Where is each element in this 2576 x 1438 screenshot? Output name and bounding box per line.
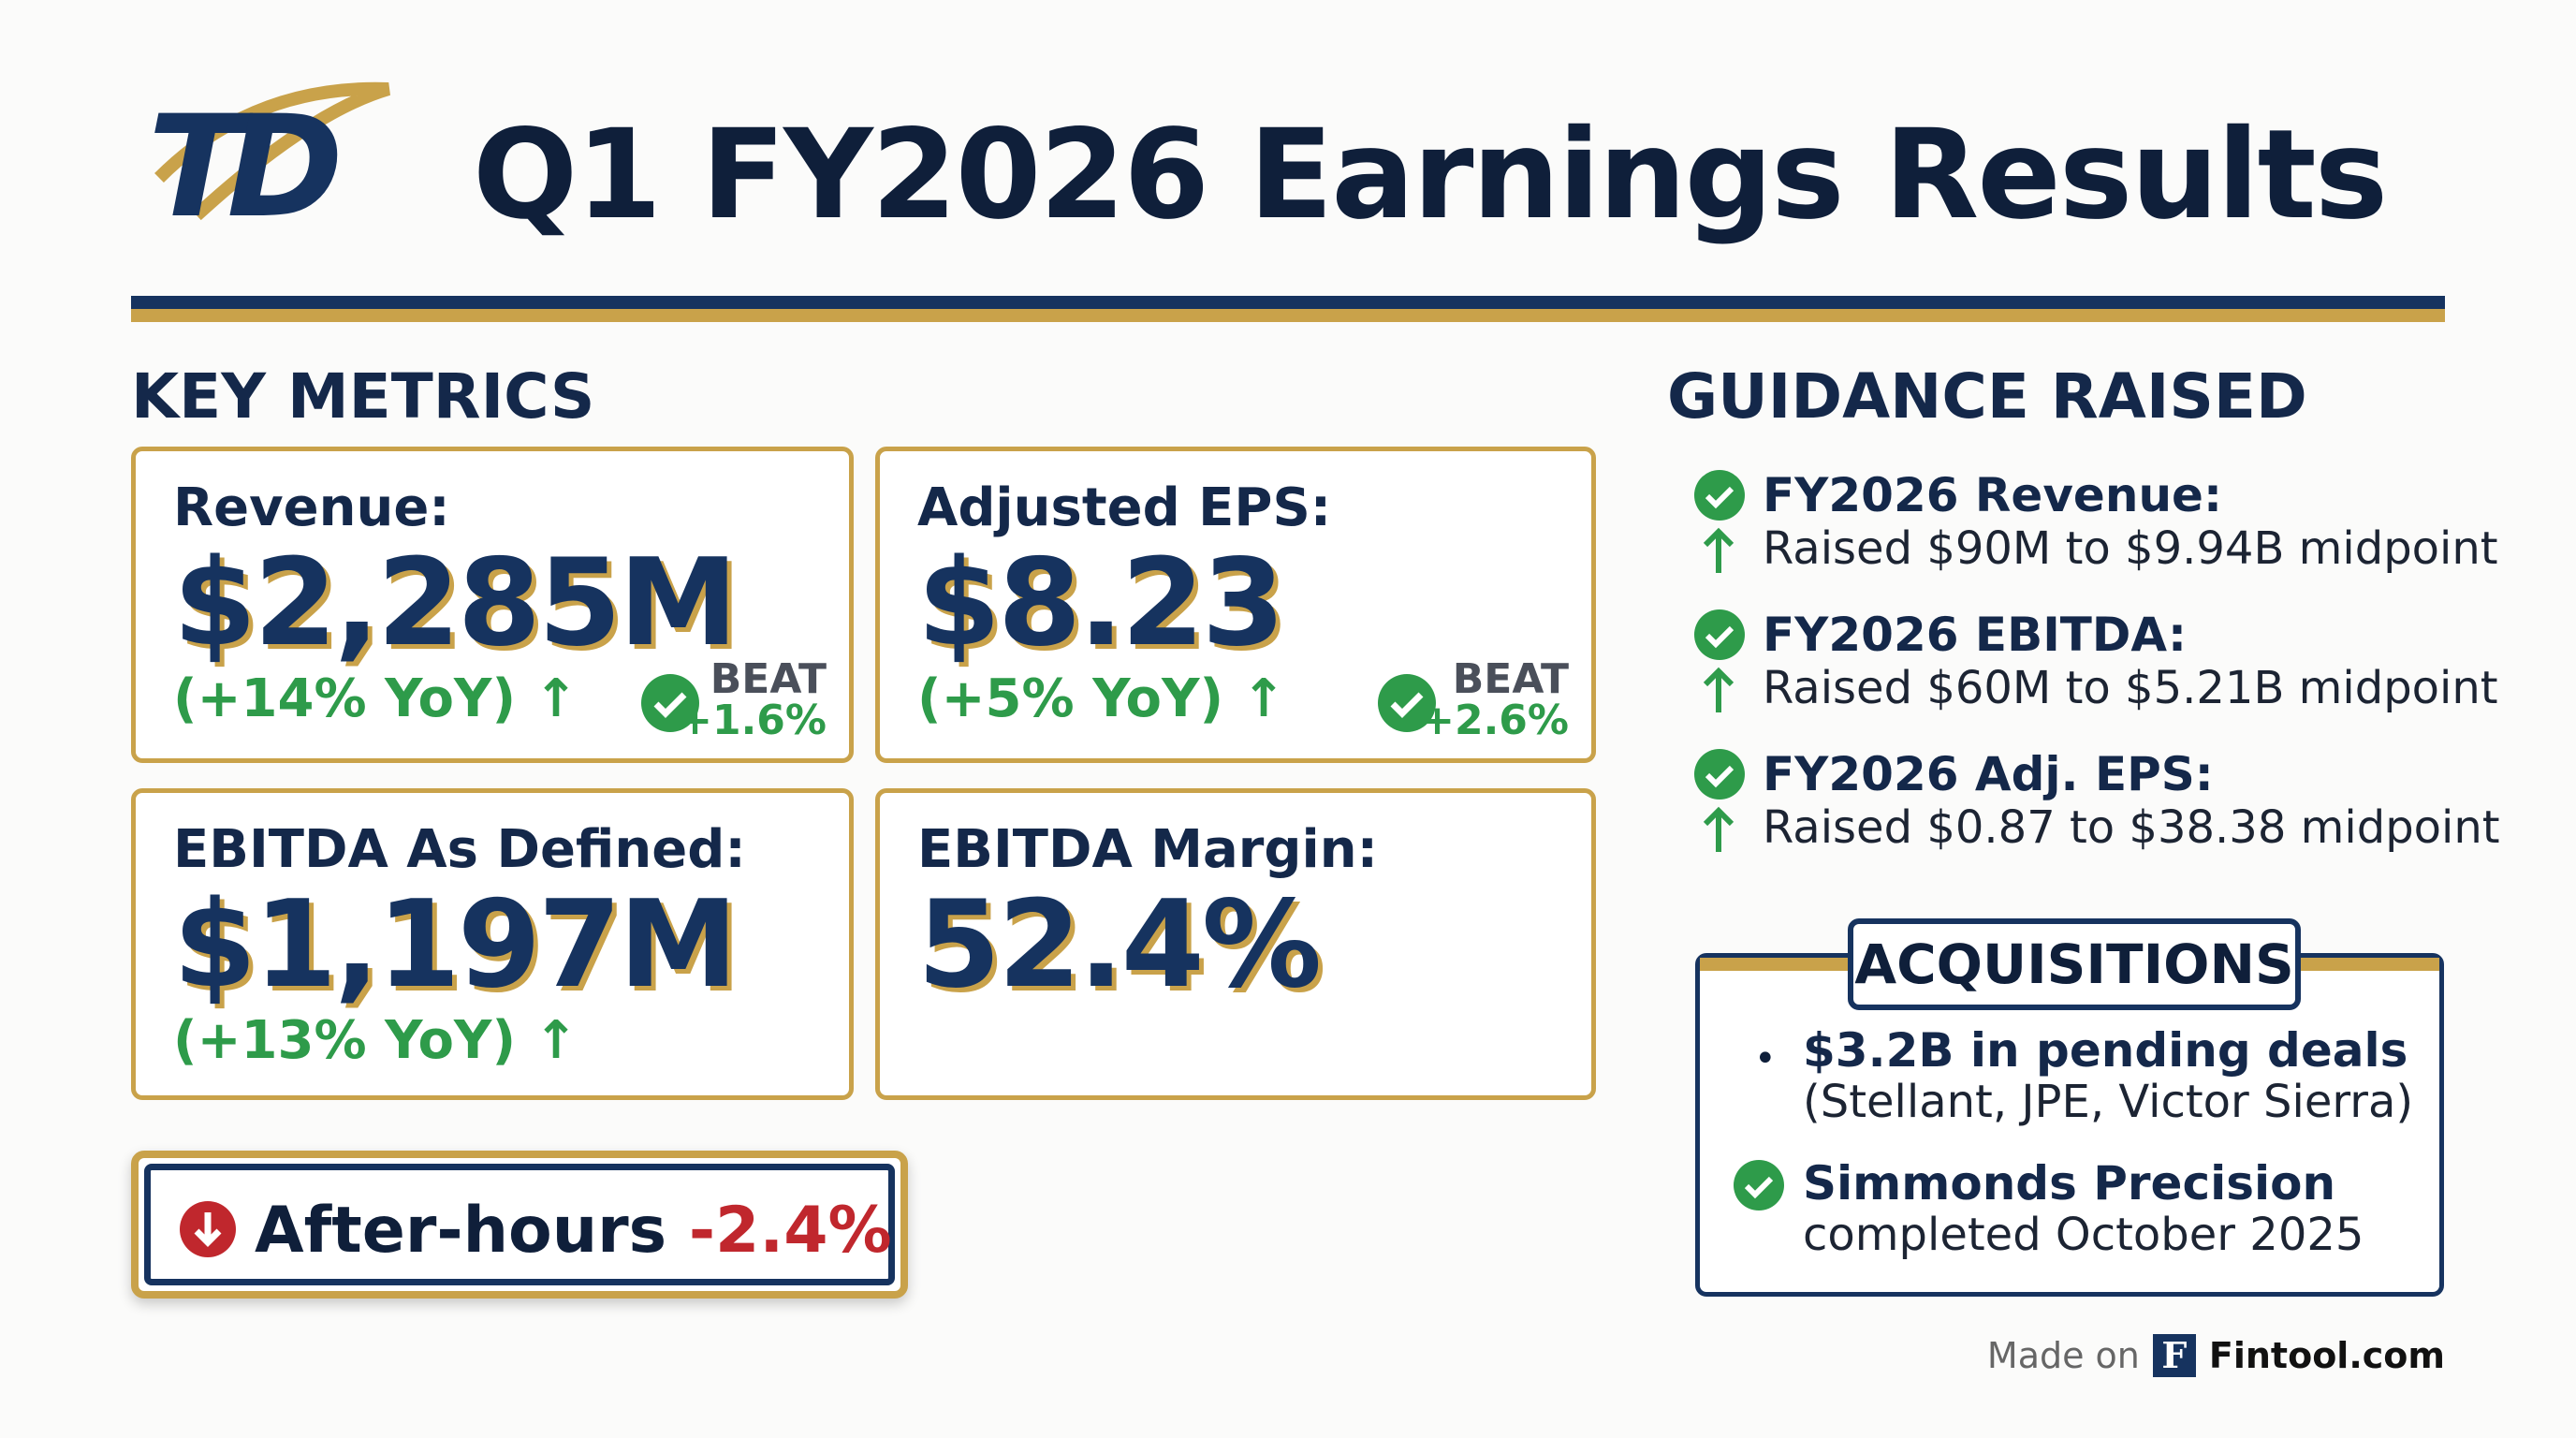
metric-change: (+5% YoY) ↑ [917,668,1286,729]
rule-gold [131,309,2445,322]
after-hours: After-hours -2.4% [255,1194,892,1268]
beat-badge: BEAT +2.6% [1420,659,1569,741]
acquisitions-box: ACQUISITIONS • $3.2B in pending deals (S… [1695,918,2444,1297]
beat-value: +2.6% [1420,697,1569,744]
metric-card: Adjusted EPS: $8.23 (+5% YoY) ↑ BEAT +2.6… [875,447,1596,763]
acq-detail: (Stellant, JPE, Victor Sierra) [1803,1076,2414,1128]
metric-value: $2,285M [173,534,738,673]
title: Q1 FY2026 Earnings Results [473,103,2388,247]
up-arrow [1703,667,1734,712]
guidance-detail: Raised $60M to $5.21B midpoint [1763,662,2498,714]
check-icon [1694,749,1745,800]
acquisitions-heading: ACQUISITIONS [1848,918,2301,1010]
logo: TD [148,81,390,239]
down-icon [180,1201,236,1257]
metric-label: Adjusted EPS: [917,477,1332,538]
change-text: (+5% YoY) [917,668,1224,729]
metric-card: Revenue: $2,285M (+14% YoY) ↑ BEAT +1.6% [131,447,854,763]
change-text: (+14% YoY) [173,668,517,729]
brand: Fintool.com [2208,1335,2445,1376]
guidance-title: FY2026 EBITDA: [1763,608,2188,662]
metric-value: $8.23 [917,534,1285,673]
bullet: • [1754,1037,1777,1080]
footer-logo: F [2152,1334,2196,1377]
section-heading: GUIDANCE RAISED [1667,360,2307,433]
check-icon [1694,470,1745,521]
after-hours-value: -2.4% [688,1194,892,1268]
beat-label: BEAT [710,655,827,703]
after-hours-label: After-hours [255,1194,667,1268]
check-icon [641,674,699,732]
beat-label: BEAT [1452,655,1569,703]
check-icon [1694,609,1745,660]
section-heading: KEY METRICS [131,360,595,433]
guidance-title: FY2026 Revenue: [1763,468,2222,522]
metric-label: EBITDA Margin: [917,819,1378,880]
metric-card: EBITDA As Defined: $1,197M (+13% YoY) ↑ [131,788,854,1100]
beat-value: +1.6% [678,697,827,744]
metric-label: EBITDA As Defined: [173,819,746,880]
acq-detail: completed October 2025 [1803,1209,2364,1261]
acq-title: Simmonds Precision [1803,1156,2336,1211]
guidance-detail: Raised $90M to $9.94B midpoint [1763,522,2498,575]
guidance-title: FY2026 Adj. EPS: [1763,747,2214,801]
metric-change: (+14% YoY) ↑ [173,668,578,729]
acq-title: $3.2B in pending deals [1803,1023,2408,1078]
after-hours-box: After-hours -2.4% [131,1151,908,1299]
footer: Made on F Fintool.com [1987,1334,2445,1377]
metric-label: Revenue: [173,477,450,538]
metric-value: 52.4% [917,875,1322,1015]
logo-text: TD [148,86,337,239]
check-icon [1734,1160,1784,1211]
made-on: Made on [1986,1335,2140,1376]
guidance-detail: Raised $0.87 to $38.38 midpoint [1763,801,2500,854]
change-text: (+13% YoY) [173,1010,517,1071]
beat-badge: BEAT +1.6% [678,659,827,741]
metric-card: EBITDA Margin: 52.4% [875,788,1596,1100]
rule-navy [131,296,2445,309]
check-icon [1378,674,1436,732]
metric-change: (+13% YoY) ↑ [173,1010,578,1071]
up-arrow [1703,806,1734,852]
metric-value: $1,197M [173,875,738,1015]
up-arrow [1703,527,1734,573]
